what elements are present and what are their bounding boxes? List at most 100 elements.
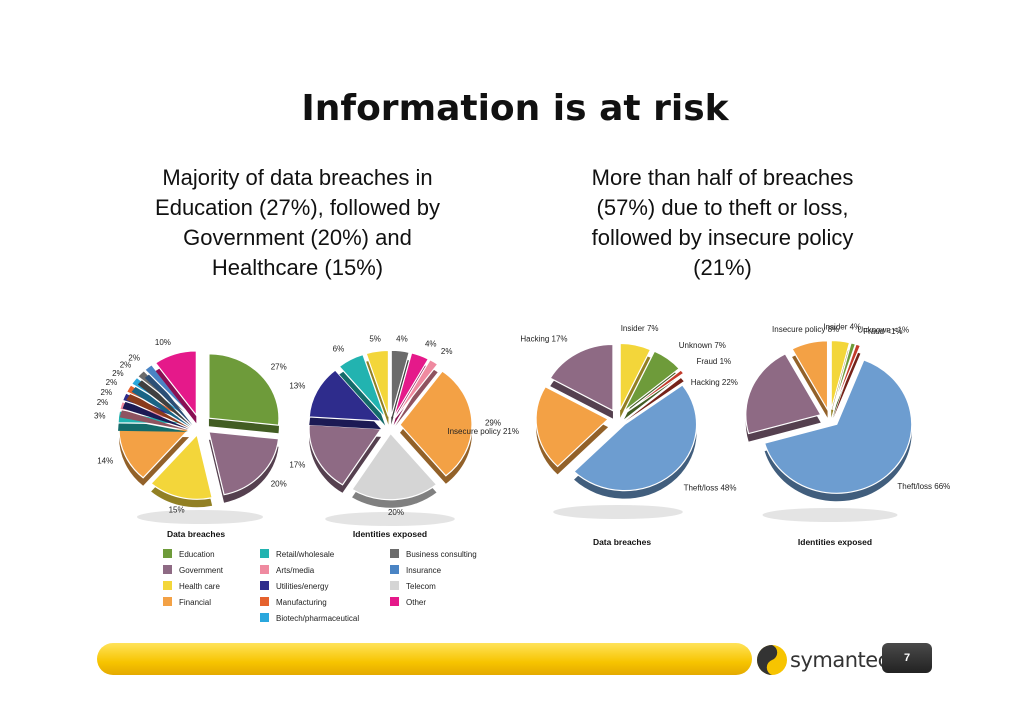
slice-label: Insecure policy 8% [772, 325, 839, 334]
legend-swatch [260, 549, 269, 558]
slice-top [745, 353, 822, 435]
slice-health-care [150, 433, 213, 508]
slice-label: 13% [289, 381, 305, 390]
legend-label: Telecom [406, 582, 436, 591]
page-number: 7 [882, 643, 932, 673]
chart-caption: Data breaches [167, 529, 225, 539]
slice-theft-loss [763, 359, 913, 502]
legend-label: Business consulting [406, 550, 477, 559]
legend-swatch [260, 565, 269, 574]
slice-label: 10% [155, 338, 171, 347]
slice-label: Insecure policy 21% [447, 427, 519, 436]
slice-top [390, 349, 410, 417]
slice-side [131, 385, 191, 427]
legend-label: Insurance [406, 566, 442, 575]
slice-arts-media [394, 358, 439, 426]
legend-label: Education [179, 550, 215, 559]
slice-label: 2% [101, 388, 113, 397]
slice-top [832, 343, 862, 411]
slice-side [625, 378, 684, 421]
legend-swatch [390, 565, 399, 574]
slice-top [208, 431, 280, 496]
pie-shadow [553, 505, 683, 519]
chart-caption: Identities exposed [353, 529, 427, 539]
legend-label: Government [179, 566, 224, 575]
legend-swatch [260, 613, 269, 622]
legend-swatch [163, 549, 172, 558]
pie-shadow [762, 508, 898, 522]
brand-name: symantec. [790, 648, 895, 672]
legend-label: Retail/wholesale [276, 550, 335, 559]
legend-label: Manufacturing [276, 598, 327, 607]
legend-swatch [260, 597, 269, 606]
slice-hacking [745, 353, 822, 442]
slice-top [763, 359, 913, 494]
slice-top [394, 358, 439, 419]
slice-financial [399, 370, 473, 484]
legend: Education Retail/wholesale Business consul… [163, 549, 477, 623]
legend-swatch [390, 581, 399, 590]
slice-side [833, 352, 861, 418]
legend-swatch [260, 581, 269, 590]
slice-top [830, 339, 851, 410]
slice-label: Unknown 7% [679, 341, 726, 350]
slice-label: Fraud 1% [696, 357, 731, 366]
slice-side [126, 392, 190, 428]
slice-hacking [549, 343, 614, 419]
slice-insider [619, 342, 652, 418]
subtitle-right: More than half of breaches (57%) due to … [591, 165, 854, 280]
legend-label: Financial [179, 598, 211, 607]
slice-top [393, 352, 430, 418]
slide-title: Information is at risk [301, 88, 729, 129]
slice-label: Hacking 17% [520, 335, 567, 344]
slice-top [573, 384, 698, 492]
pie-chart-4: Insider 4%Unknown <1%Fraud <1% Theft/loss… [691, 323, 951, 547]
slice-label: 2% [97, 398, 109, 407]
slice-label: 2% [128, 353, 140, 362]
legend-label: Health care [179, 582, 220, 591]
symantec-logo-icon [757, 645, 787, 675]
legend-label: Utilities/energy [276, 582, 328, 591]
slice-top [351, 432, 438, 501]
pie-chart-1: 27%20%15%14%3%2%2%2%2%2%2%10%Data breach… [94, 338, 287, 539]
slice-label: Insider 7% [621, 324, 659, 333]
slice-health-care [365, 349, 390, 425]
slice-label: 27% [271, 363, 287, 372]
legend-swatch [163, 597, 172, 606]
legend-swatch [163, 581, 172, 590]
legend-swatch [163, 565, 172, 574]
legend-swatch [390, 597, 399, 606]
pie-chart-2: 4% 4% 2% 29% 20% 17% 13% 6% 5% Identities exposed [289, 334, 501, 539]
slice-education [208, 353, 280, 434]
slice-top [308, 369, 383, 422]
slice-top [832, 342, 857, 411]
slice-government [208, 431, 280, 503]
slice-label: 2% [112, 369, 124, 378]
slice-top [150, 433, 213, 500]
slice-side [122, 401, 189, 430]
slice-label: 2% [120, 361, 132, 370]
slice-label: 4% [425, 340, 437, 349]
slice-government [308, 424, 383, 493]
slice-utilities-energy [308, 369, 383, 430]
slice-top [208, 353, 280, 426]
slice-other [154, 350, 197, 424]
slice-top [791, 340, 829, 412]
slice-label: Theft/loss 66% [897, 482, 950, 491]
slice-insecure-policy [791, 340, 829, 418]
slice-top [623, 350, 681, 412]
slice-telecom [351, 432, 438, 508]
slice-label: 5% [369, 335, 381, 344]
slice-label: 4% [396, 334, 408, 343]
slice-label: Theft/loss 48% [684, 483, 737, 492]
slice-fraud [625, 369, 685, 421]
slice-label: Hacking 22% [691, 378, 738, 387]
slice-label: Fraud <1% [863, 327, 902, 336]
slice-insurance [143, 363, 193, 426]
slice-top [365, 349, 390, 417]
slice-label: 17% [289, 461, 305, 470]
slice-insecure-policy [535, 385, 610, 475]
slice-side [137, 378, 192, 426]
slice-label: 20% [271, 479, 287, 488]
legend-label: Other [406, 598, 426, 607]
